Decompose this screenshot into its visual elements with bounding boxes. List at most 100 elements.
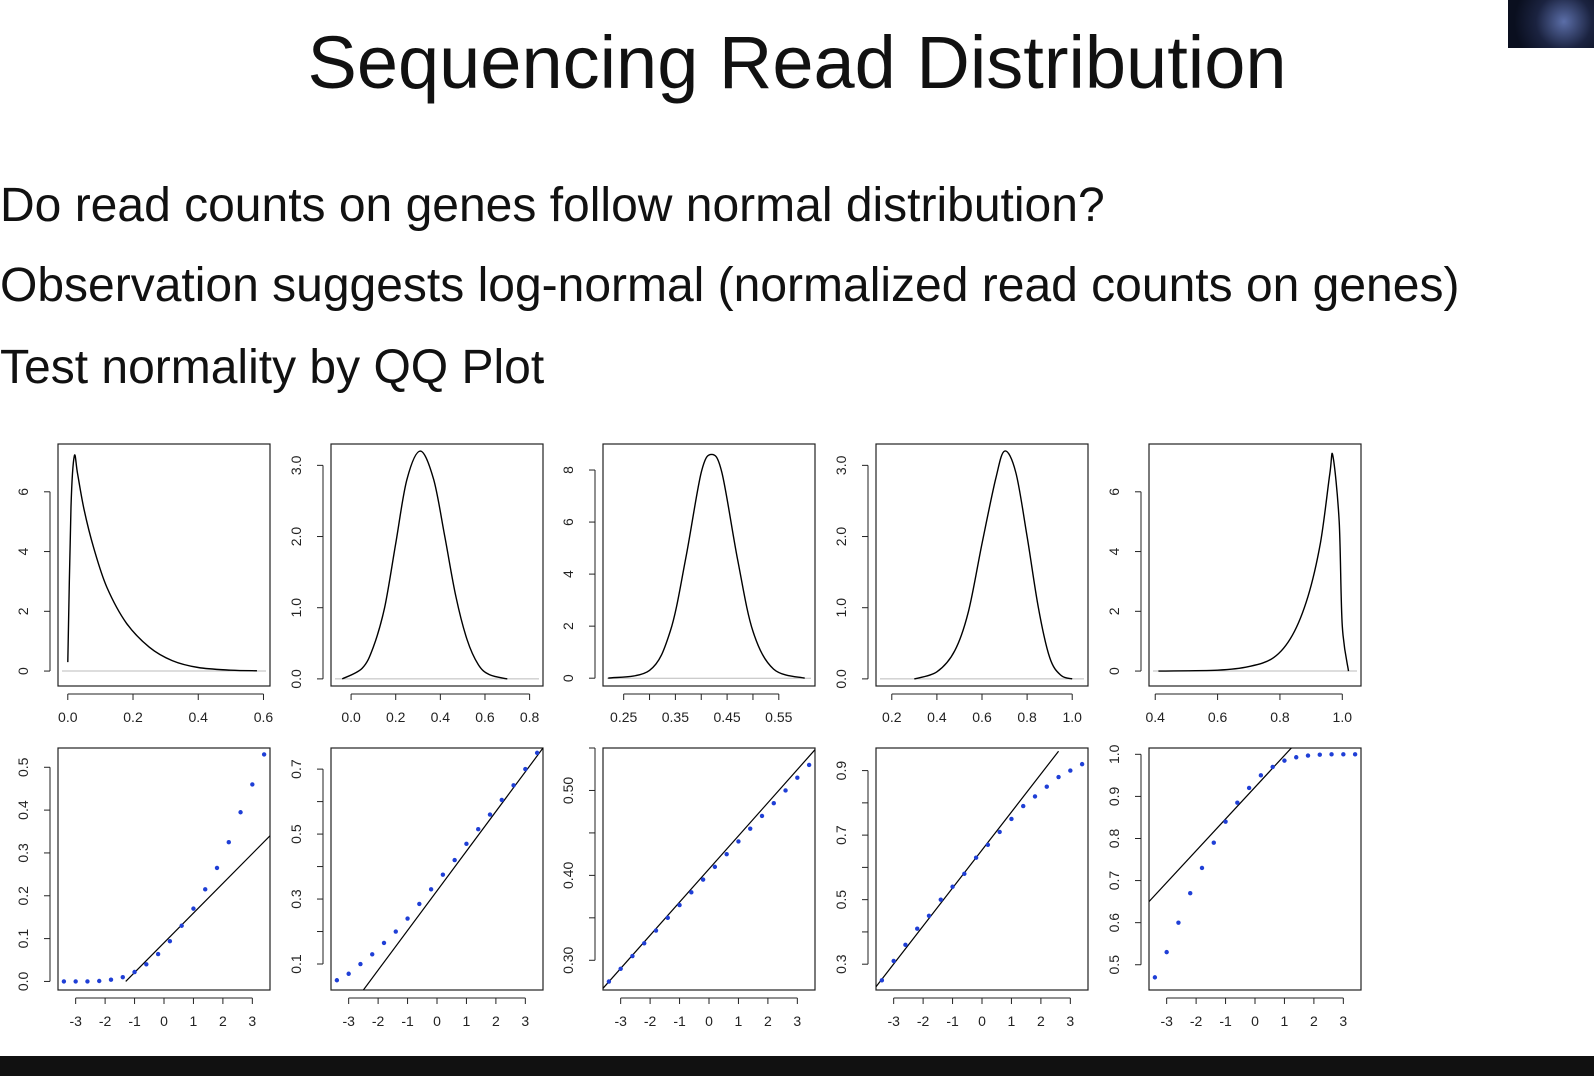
x-tick-label: -3 (342, 1013, 355, 1029)
x-tick-label: 0.8 (1017, 709, 1037, 725)
density-curve (341, 450, 508, 680)
qq-point (476, 827, 481, 832)
x-tick-label: 0.2 (386, 709, 406, 725)
x-tick-label: 2 (219, 1013, 227, 1029)
y-tick-label: 4 (15, 547, 31, 555)
y-tick-label: 6 (1106, 488, 1122, 496)
qq-point (736, 839, 741, 844)
qq-point (879, 978, 885, 983)
qq-point (783, 788, 788, 793)
x-tick-label: 0.45 (713, 709, 740, 725)
qq-point (1079, 761, 1085, 767)
x-tick-label: 0.6 (1208, 709, 1228, 725)
qq-point (1329, 752, 1334, 757)
qq-point (250, 782, 255, 787)
x-tick-label: 1 (1008, 1013, 1016, 1029)
qq-point (1199, 865, 1205, 871)
qq-point (1282, 758, 1287, 763)
qq-point (440, 872, 446, 877)
qq-point (962, 871, 967, 877)
plot-frame (602, 747, 816, 991)
qq-point (464, 841, 469, 847)
density-plot-4: 0.2 0.4 0.6 0.8 1.0 0.0 1.0 2.0 3.0 (833, 443, 1089, 725)
y-tick-label: 1.0 (833, 598, 849, 618)
qq-point (1270, 764, 1275, 770)
qq-point (61, 979, 67, 984)
x-tick-label: 0.25 (610, 709, 637, 725)
x-tick-label: 0.35 (662, 709, 689, 725)
x-tick-label: 3 (793, 1013, 801, 1029)
qq-point (346, 971, 351, 976)
y-tick-label: 3.0 (833, 455, 849, 475)
x-tick-label: -1 (1219, 1013, 1232, 1029)
x-tick-label: -1 (401, 1013, 414, 1029)
qq-point (1305, 753, 1311, 758)
qq-point (393, 929, 398, 934)
qq-point (167, 938, 173, 944)
bullet-item: Observation suggests log-normal (normali… (0, 259, 1460, 312)
density-plot-3: 0.25 0.35 0.45 0.55 0 2 4 6 8 (560, 443, 816, 725)
x-tick-label: 0 (978, 1013, 986, 1029)
qq-point (997, 829, 1002, 835)
qq-point (653, 928, 659, 933)
qq-point (487, 812, 493, 817)
y-tick-label: 0.7 (833, 825, 849, 845)
qq-point (334, 978, 340, 983)
plot-frame (875, 747, 1089, 991)
x-tick-label: 0.6 (254, 709, 274, 725)
y-tick-label: 2 (560, 622, 576, 630)
y-tick-label: 0.5 (15, 757, 31, 777)
qq-point (1223, 819, 1228, 824)
y-tick-label: 1.0 (1106, 744, 1122, 764)
y-tick-label: 0.5 (1106, 955, 1122, 975)
x-tick-label: 2 (764, 1013, 772, 1029)
qq-point (238, 810, 243, 815)
qq-point (1009, 816, 1014, 822)
x-tick-label: 3 (1066, 1013, 1074, 1029)
qq-point (759, 813, 765, 819)
y-tick-label: 0.0 (833, 669, 849, 689)
qq-point (108, 977, 114, 982)
x-tick-label: 1 (735, 1013, 743, 1029)
qq-point (1188, 891, 1193, 896)
qq-point (73, 979, 78, 984)
qq-point (1032, 794, 1038, 799)
qq-point (926, 913, 932, 918)
qq-point (642, 941, 647, 946)
x-tick-label: -2 (917, 1013, 930, 1029)
qq-point (226, 840, 231, 845)
y-tick-label: 2.0 (288, 527, 304, 547)
qq-point (689, 890, 694, 895)
y-tick-label: 0.5 (833, 890, 849, 910)
qq-plot-4: -3 -2 -1 0 1 2 3 0.3 0.5 0.7 0.9 (833, 747, 1089, 1029)
x-tick-label: -2 (644, 1013, 657, 1029)
y-tick-label: 0.40 (560, 862, 576, 889)
density-curve (1158, 452, 1350, 672)
qq-point (1341, 752, 1346, 757)
qq-reference-line (1149, 748, 1293, 903)
qq-reference-line (603, 749, 815, 989)
qq-reference-line (362, 748, 543, 990)
y-tick-label: 8 (560, 466, 576, 474)
x-tick-label: 0 (705, 1013, 713, 1029)
x-tick-label: -3 (69, 1013, 82, 1029)
qq-point (677, 902, 682, 908)
qq-point (1317, 752, 1322, 757)
qq-point (85, 979, 90, 984)
bullet-item: Test normality by QQ Plot (0, 341, 545, 394)
x-tick-label: 3 (248, 1013, 256, 1029)
x-tick-label: 1 (463, 1013, 471, 1029)
qq-point (973, 855, 979, 860)
x-tick-label: 0.4 (927, 709, 947, 725)
qq-point (891, 958, 896, 964)
qq-point (665, 915, 670, 921)
qq-point (938, 897, 943, 902)
qq-point (452, 857, 457, 863)
qq-point (370, 952, 375, 957)
plot-frame (57, 443, 271, 687)
qq-point (606, 979, 612, 984)
density-plot-5: 0.4 0.6 0.8 1.0 0 2 4 6 (1106, 443, 1362, 725)
qq-point (358, 961, 363, 967)
plot-frame (330, 747, 544, 991)
x-tick-label: 0.2 (882, 709, 902, 725)
